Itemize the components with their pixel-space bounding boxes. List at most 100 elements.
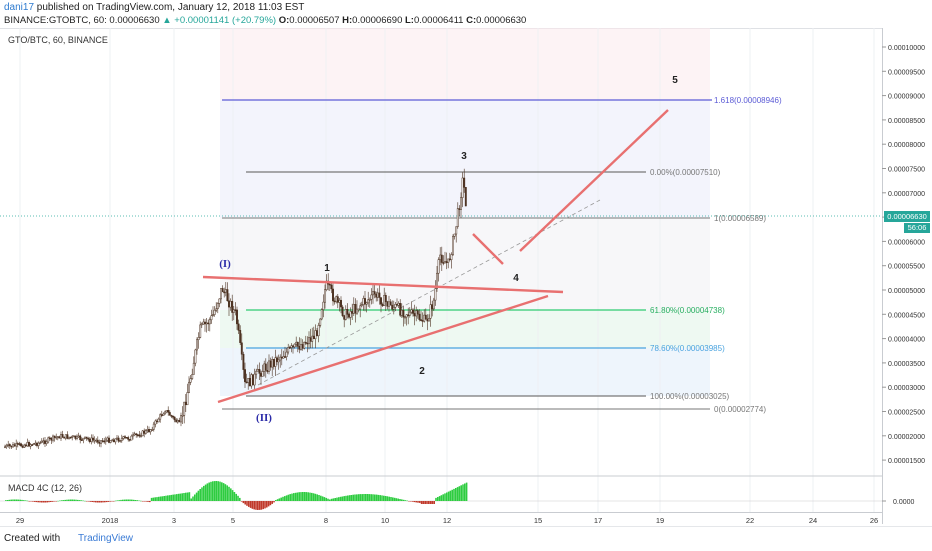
macd-bar <box>14 499 16 501</box>
macd-bar <box>57 500 59 502</box>
candle-body <box>284 356 286 358</box>
macd-bar <box>66 499 68 501</box>
macd-bar <box>417 501 419 503</box>
time-tick-label-9: 19 <box>656 516 664 525</box>
candle-body <box>434 288 437 301</box>
candle-body <box>266 370 269 372</box>
macd-bar <box>226 485 228 501</box>
candle-body <box>5 445 8 448</box>
candle-body <box>330 284 333 290</box>
macd-bar <box>73 499 75 501</box>
macd-bar <box>41 501 43 503</box>
candle-body <box>135 433 138 436</box>
tradingview-logo-link[interactable]: TradingView <box>78 533 134 544</box>
macd-bar <box>413 501 416 503</box>
macd-bar <box>338 497 340 501</box>
macd-bar <box>307 492 309 501</box>
high-value: 0.00006690 <box>352 15 403 26</box>
candle-body <box>293 343 296 348</box>
candle-body <box>298 346 301 350</box>
macd-bar <box>446 492 448 501</box>
macd-bar <box>420 501 423 504</box>
candle-body <box>357 308 360 311</box>
open-value: 0.00006507 <box>289 15 340 26</box>
candle-body <box>253 373 256 386</box>
candle-body <box>127 437 130 440</box>
macd-bar <box>168 495 171 501</box>
candle-body <box>247 378 250 383</box>
candle-body <box>384 295 387 303</box>
candle-body <box>128 439 131 441</box>
macd-bar <box>181 493 183 501</box>
candle-body <box>456 208 459 227</box>
macd-bar <box>230 488 232 501</box>
macd-bar <box>298 492 300 501</box>
price-tick-label-6: 0.00007000 <box>888 191 925 198</box>
macd-bar <box>140 500 142 502</box>
triangle-upper-trendline <box>202 275 564 294</box>
candle-body <box>188 381 190 393</box>
candle-body <box>317 325 320 337</box>
wave-label-3: 3 <box>461 151 467 162</box>
publish-line: dani17 published on TradingView.com, Jan… <box>4 2 304 13</box>
price-axis[interactable] <box>882 28 932 524</box>
macd-bar <box>363 494 365 501</box>
candle-body <box>120 438 123 441</box>
macd-bar <box>100 501 102 503</box>
candle-body <box>463 177 466 188</box>
macd-bar <box>240 501 243 502</box>
macd-bar <box>269 501 272 506</box>
macd-bar <box>255 501 257 510</box>
price-tick-label-13: 0.00003500 <box>888 361 925 368</box>
macd-bar <box>354 494 356 501</box>
candle-body <box>184 401 187 406</box>
macd-bar <box>17 499 20 501</box>
candle-body <box>448 258 451 261</box>
wave4-projection <box>472 233 504 265</box>
macd-bar <box>285 495 288 501</box>
macd-bar <box>158 496 160 501</box>
candle-body <box>428 318 430 322</box>
candle-body <box>186 392 189 406</box>
macd-bar <box>433 501 435 504</box>
symbol-label: BINANCE:GTOBTC, 60 <box>4 15 105 26</box>
candle-body <box>156 420 158 423</box>
candle-body <box>421 320 424 322</box>
macd-bar <box>201 487 203 501</box>
fib-label-zero: 0(0.00002774) <box>714 405 766 414</box>
candle-body <box>365 302 368 305</box>
candle-body <box>392 307 395 310</box>
macd-bar <box>321 496 324 501</box>
candle-body <box>405 314 408 318</box>
candle-body <box>322 301 325 310</box>
candle-body <box>148 429 150 433</box>
candle-body <box>44 440 46 444</box>
candle-body <box>140 435 142 438</box>
candle-body <box>55 436 58 439</box>
time-axis[interactable] <box>0 512 882 527</box>
candle-body <box>93 439 96 442</box>
time-tick-label-11: 24 <box>809 516 817 525</box>
candle-body <box>400 309 403 316</box>
candle-body <box>16 443 19 445</box>
macd-bar <box>109 501 111 502</box>
candle-body <box>12 444 14 448</box>
candle-body <box>263 363 266 372</box>
macd-bar <box>77 499 79 501</box>
candle-body <box>356 308 358 314</box>
macd-bar <box>21 499 23 501</box>
candle-body <box>381 303 384 307</box>
macd-bar <box>395 498 398 501</box>
macd-bar <box>84 500 86 502</box>
projection-dashed-line <box>257 199 601 386</box>
candle-body <box>180 415 182 423</box>
macd-bar <box>131 499 133 501</box>
macd-bar <box>388 496 390 501</box>
macd-bar <box>253 501 255 510</box>
author-link[interactable]: dani17 <box>4 2 35 13</box>
candle-body <box>444 261 446 264</box>
macd-bar <box>53 501 56 502</box>
candle-body <box>274 357 277 367</box>
triangle-lower-trendline <box>217 294 549 404</box>
